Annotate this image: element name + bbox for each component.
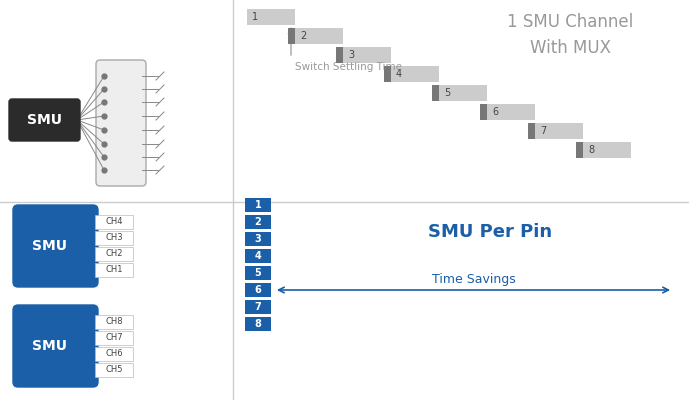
Bar xyxy=(391,66,439,82)
Bar xyxy=(95,315,133,329)
Text: SMU Per Pin: SMU Per Pin xyxy=(428,223,552,241)
Text: Switch Settling Time: Switch Settling Time xyxy=(295,62,402,72)
FancyBboxPatch shape xyxy=(13,305,98,387)
Text: 6: 6 xyxy=(492,107,498,117)
Text: 6: 6 xyxy=(255,285,261,295)
Text: 2: 2 xyxy=(255,217,261,227)
Text: CH8: CH8 xyxy=(105,318,123,326)
Text: CH4: CH4 xyxy=(105,218,123,226)
Bar xyxy=(245,283,271,297)
Bar xyxy=(95,347,133,361)
Text: CH5: CH5 xyxy=(105,366,123,374)
Text: CH6: CH6 xyxy=(105,350,123,358)
Text: CH3: CH3 xyxy=(105,234,123,242)
Bar xyxy=(576,142,583,158)
Text: CH7: CH7 xyxy=(105,334,123,342)
Text: 1 SMU Channel
With MUX: 1 SMU Channel With MUX xyxy=(507,13,633,57)
Bar xyxy=(245,249,271,263)
Text: Time Savings: Time Savings xyxy=(431,272,515,286)
Bar xyxy=(95,231,133,245)
FancyBboxPatch shape xyxy=(96,60,146,186)
Bar xyxy=(245,232,271,246)
Text: 1: 1 xyxy=(252,12,258,22)
Bar xyxy=(432,85,439,101)
Text: SMU: SMU xyxy=(32,339,67,353)
Bar xyxy=(245,266,271,280)
Text: 7: 7 xyxy=(540,126,546,136)
Bar xyxy=(245,317,271,331)
Bar xyxy=(480,104,487,120)
Bar xyxy=(535,123,583,139)
Bar xyxy=(336,47,343,63)
Text: SMU: SMU xyxy=(27,113,62,127)
Text: 2: 2 xyxy=(300,31,306,41)
Bar xyxy=(95,247,133,261)
Bar xyxy=(95,215,133,229)
Bar xyxy=(343,47,391,63)
Bar xyxy=(247,9,295,25)
FancyBboxPatch shape xyxy=(9,99,80,141)
Bar xyxy=(295,28,343,44)
Text: 1: 1 xyxy=(255,200,261,210)
Text: 8: 8 xyxy=(588,145,594,155)
Bar xyxy=(528,123,535,139)
Text: 5: 5 xyxy=(255,268,261,278)
Text: CH2: CH2 xyxy=(105,250,123,258)
FancyBboxPatch shape xyxy=(13,205,98,287)
Text: 8: 8 xyxy=(254,319,261,329)
Bar xyxy=(95,263,133,277)
Text: SMU: SMU xyxy=(32,239,67,253)
Text: 3: 3 xyxy=(255,234,261,244)
Text: 3: 3 xyxy=(348,50,354,60)
Bar xyxy=(288,28,295,44)
Bar xyxy=(384,66,391,82)
Bar xyxy=(583,142,631,158)
Bar xyxy=(245,300,271,314)
Bar xyxy=(95,363,133,377)
Text: 4: 4 xyxy=(396,69,402,79)
Text: CH1: CH1 xyxy=(105,266,123,274)
Bar xyxy=(487,104,535,120)
Text: 4: 4 xyxy=(255,251,261,261)
Bar xyxy=(439,85,487,101)
Bar xyxy=(245,215,271,229)
Bar xyxy=(95,331,133,345)
Text: 7: 7 xyxy=(255,302,261,312)
Bar xyxy=(245,198,271,212)
Text: 5: 5 xyxy=(444,88,450,98)
